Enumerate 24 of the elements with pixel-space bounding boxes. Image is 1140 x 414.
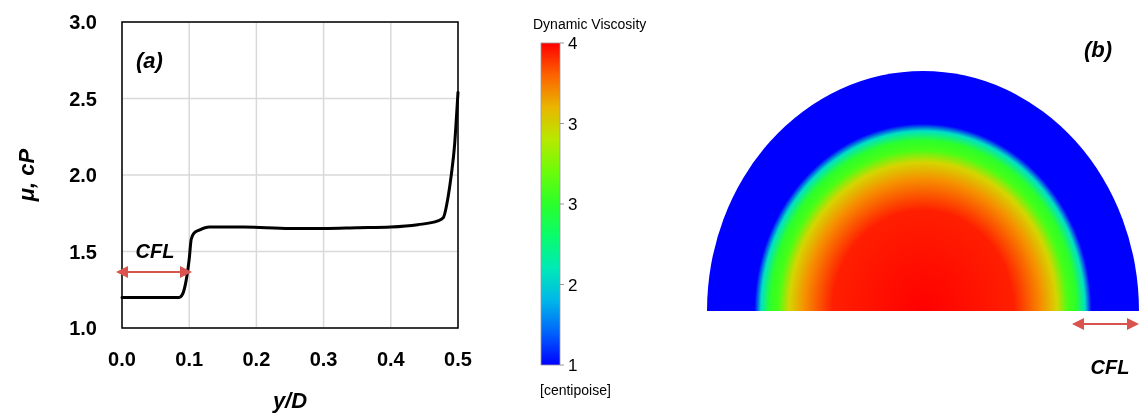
x-tick-label: 0.0 <box>108 348 136 370</box>
y-tick-label: 3.0 <box>69 11 97 33</box>
text: 4 <box>568 34 578 53</box>
text: 1 <box>568 356 578 375</box>
y-tick-label: 1.5 <box>69 240 97 263</box>
x-tick-label: 0.3 <box>309 348 338 370</box>
y-tick-label: 1.0 <box>69 317 97 339</box>
text: [centipoise] <box>540 382 611 398</box>
x-tick-label: 0.5 <box>444 348 472 370</box>
y-tick-label: 2.0 <box>69 164 97 186</box>
x-tick-label: 0.4 <box>376 348 406 370</box>
annotation: CFL <box>135 240 175 262</box>
text: (a) <box>136 48 163 73</box>
text: 2 <box>568 275 578 295</box>
text: CFL <box>1090 356 1130 378</box>
text: 3 <box>568 195 578 214</box>
x-axis-title: y/D <box>271 388 308 413</box>
y-tick-label: 2.5 <box>69 87 97 110</box>
y-axis-title: μ, cP <box>14 148 39 203</box>
x-tick-label: 0.1 <box>175 348 204 370</box>
text: 3 <box>568 114 578 134</box>
text: (b) <box>1083 37 1113 62</box>
x-tick-label: 0.2 <box>242 348 271 370</box>
color-bar-title: Dynamic Viscosity <box>533 16 647 32</box>
